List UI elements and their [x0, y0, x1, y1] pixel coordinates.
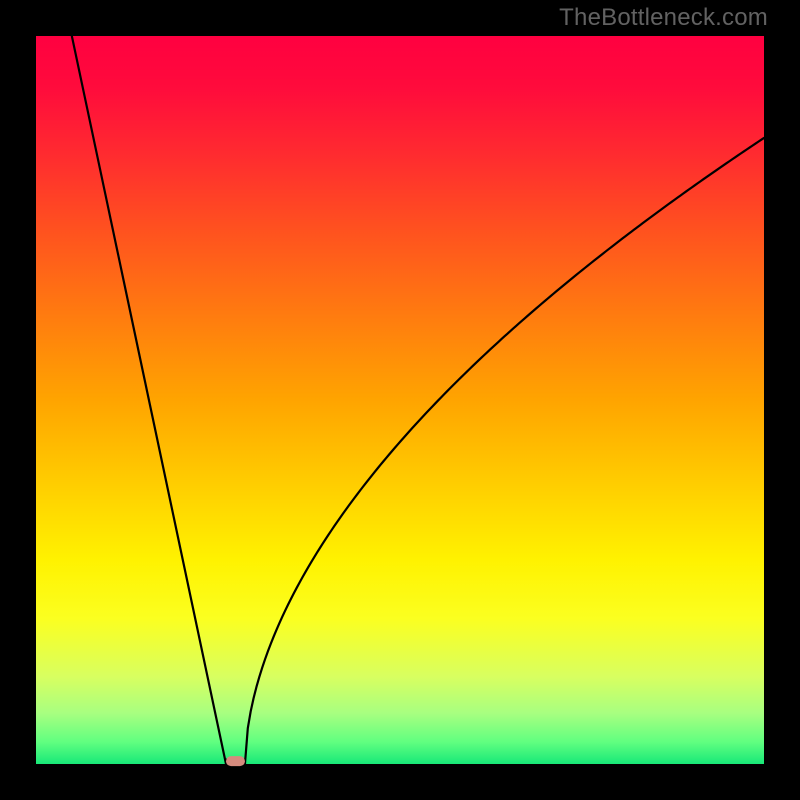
watermark-text: TheBottleneck.com — [559, 4, 768, 32]
plot-background-gradient — [36, 36, 764, 764]
figure-root: TheBottleneck.com — [0, 0, 800, 800]
